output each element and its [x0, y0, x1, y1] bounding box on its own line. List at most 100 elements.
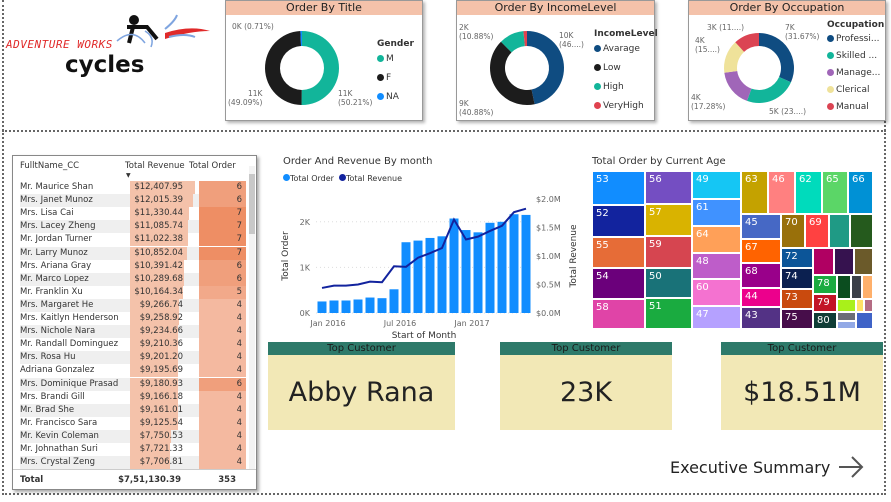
treemap-cell-age-54[interactable]: 54: [592, 268, 645, 299]
bar-2016-06[interactable]: [377, 298, 387, 313]
legend-item-revenue[interactable]: Total Revenue: [338, 174, 402, 184]
bar-2017-01[interactable]: [461, 230, 471, 313]
treemap-cell-age-43[interactable]: 43: [741, 307, 781, 329]
treemap-cell-age-48[interactable]: 48: [692, 253, 741, 279]
treemap-cell-age-58[interactable]: 58: [592, 299, 645, 329]
table-row[interactable]: Mr. Johnathan Suri $7,721.33 4: [20, 443, 246, 456]
treemap-cell-age-46[interactable]: 46: [768, 171, 795, 214]
treemap-cell[interactable]: [829, 214, 850, 248]
treemap-cell-age-80[interactable]: 80: [813, 312, 837, 329]
table-row[interactable]: Mr. Brad She $9,161.01 4: [20, 403, 246, 417]
table-row[interactable]: Mrs. Nichole Nara $9,234.66 4: [20, 325, 246, 339]
treemap-cell-age-75[interactable]: 75: [781, 309, 813, 329]
bar-2016-04[interactable]: [353, 299, 363, 313]
table-row[interactable]: Mrs. Margaret He $9,266.74 4: [20, 298, 246, 312]
table-row[interactable]: Mrs. Lisa Cai $11,330.44 7: [20, 207, 246, 221]
bar-2017-06[interactable]: [521, 214, 531, 313]
bar-2017-04[interactable]: [497, 221, 507, 313]
treemap-cell-age-44[interactable]: 44: [741, 288, 781, 307]
treemap-cell-age-72[interactable]: 72: [781, 248, 813, 268]
table-row[interactable]: Mrs. Kaitlyn Henderson $9,258.92 4: [20, 312, 246, 325]
legend-item-orders[interactable]: Total Order: [283, 174, 334, 184]
legend-item[interactable]: Low: [594, 58, 658, 77]
donut-slice-manual[interactable]: [735, 33, 759, 52]
donut-slice-f[interactable]: [264, 31, 302, 105]
treemap-cell-age-73[interactable]: 73: [781, 289, 813, 309]
treemap-cell[interactable]: [856, 299, 864, 312]
bar-2016-10[interactable]: [425, 237, 435, 313]
table-row[interactable]: Mr. Franklin Xu $10,164.34 5: [20, 285, 246, 299]
legend-item[interactable]: VeryHigh: [594, 96, 658, 115]
table-row[interactable]: Mrs. Ariana Gray $10,391.42 6: [20, 259, 246, 273]
column-header-order[interactable]: Total Order: [189, 161, 236, 171]
legend-item[interactable]: NA: [377, 87, 414, 106]
table-row[interactable]: Mr. Larry Munoz $10,852.04 7: [20, 246, 246, 260]
scrollbar-thumb[interactable]: [249, 174, 255, 234]
table-row[interactable]: Mr. Kevin Coleman $7,750.53 4: [20, 429, 246, 443]
treemap-cell-age-47[interactable]: 47: [692, 306, 741, 329]
bar-2016-01[interactable]: [317, 301, 327, 313]
treemap-cell-age-64[interactable]: 64: [692, 226, 741, 253]
bar-2016-02[interactable]: [329, 300, 339, 313]
treemap-cell-age-52[interactable]: 52: [592, 205, 645, 237]
legend-item[interactable]: Avarage: [594, 39, 658, 58]
legend-item[interactable]: High: [594, 77, 658, 96]
treemap-cell-age-49[interactable]: 49: [692, 171, 741, 199]
table-row[interactable]: Mr. Marco Lopez $10,289.68 6: [20, 272, 246, 286]
legend-item[interactable]: Clerical: [827, 81, 884, 98]
treemap-cell-age-66[interactable]: 66: [848, 171, 873, 214]
bar-2016-07[interactable]: [389, 289, 399, 313]
donut-slice-high[interactable]: [500, 31, 525, 53]
legend-item[interactable]: M: [377, 49, 414, 68]
table-row[interactable]: Mrs. Lacey Zheng $11,085.74 7: [20, 220, 246, 234]
treemap-cell[interactable]: [837, 312, 856, 321]
bar-2017-05[interactable]: [509, 214, 519, 313]
donut-slice-m[interactable]: [301, 31, 339, 105]
treemap-cell-age-61[interactable]: 61: [692, 199, 741, 226]
treemap-cell[interactable]: [813, 248, 834, 275]
treemap-cell[interactable]: [851, 275, 862, 299]
donut-slice-na[interactable]: [300, 31, 302, 47]
treemap-cell-age-65[interactable]: 65: [822, 171, 848, 214]
treemap-cell-age-60[interactable]: 60: [692, 279, 741, 306]
treemap-cell[interactable]: [864, 299, 873, 312]
treemap-cell-age-59[interactable]: 59: [645, 236, 692, 268]
treemap-cell-age-69[interactable]: 69: [805, 214, 829, 248]
column-header-name[interactable]: FulltName_CC: [20, 161, 80, 171]
executive-summary-nav-button[interactable]: Executive Summary: [670, 455, 864, 479]
table-row[interactable]: Mrs. Crystal Zeng $7,706.81 4: [20, 456, 246, 470]
donut-slice-manage[interactable]: [724, 70, 752, 101]
treemap-cell-age-68[interactable]: 68: [741, 263, 781, 288]
treemap-cell-age-56[interactable]: 56: [645, 171, 692, 204]
treemap-cell-age-45[interactable]: 45: [741, 214, 781, 239]
legend-item[interactable]: F: [377, 68, 414, 87]
legend-item[interactable]: Manage...: [827, 64, 884, 81]
bar-2016-08[interactable]: [401, 242, 411, 313]
bar-2017-03[interactable]: [485, 222, 495, 313]
table-row[interactable]: Mrs. Janet Munoz $12,015.39 6: [20, 194, 246, 208]
treemap-cell-age-53[interactable]: 53: [592, 171, 645, 205]
donut-slice-skilled[interactable]: [746, 76, 791, 103]
bar-2016-12[interactable]: [449, 218, 459, 313]
treemap-cell[interactable]: [837, 275, 851, 299]
treemap-cell-age-67[interactable]: 67: [741, 239, 781, 263]
column-header-revenue[interactable]: Total Revenue: [125, 161, 185, 171]
treemap-cell-age-78[interactable]: 78: [813, 275, 837, 294]
treemap-cell[interactable]: [862, 275, 873, 299]
table-row[interactable]: Mr. Randall Dominguez $9,210.36 4: [20, 338, 246, 352]
treemap-cell[interactable]: [856, 312, 873, 329]
bar-2016-03[interactable]: [341, 300, 351, 313]
donut-slice-veryhigh[interactable]: [523, 31, 527, 47]
treemap-cell-age-74[interactable]: 74: [781, 268, 813, 289]
treemap-cell[interactable]: [837, 321, 856, 329]
donut-slice-low[interactable]: [490, 41, 535, 105]
table-row[interactable]: Mrs. Rosa Hu $9,201.20 4: [20, 351, 246, 365]
bar-2016-09[interactable]: [413, 240, 423, 313]
treemap-cell-age-51[interactable]: 51: [645, 298, 692, 329]
legend-item[interactable]: Professi...: [827, 30, 884, 47]
treemap-cell-age-55[interactable]: 55: [592, 237, 645, 268]
donut-slice-professi[interactable]: [759, 33, 794, 83]
table-row[interactable]: Mrs. Brandi Gill $9,166.18 4: [20, 390, 246, 404]
legend-item[interactable]: Manual: [827, 98, 884, 115]
legend-item[interactable]: Skilled ...: [827, 47, 884, 64]
